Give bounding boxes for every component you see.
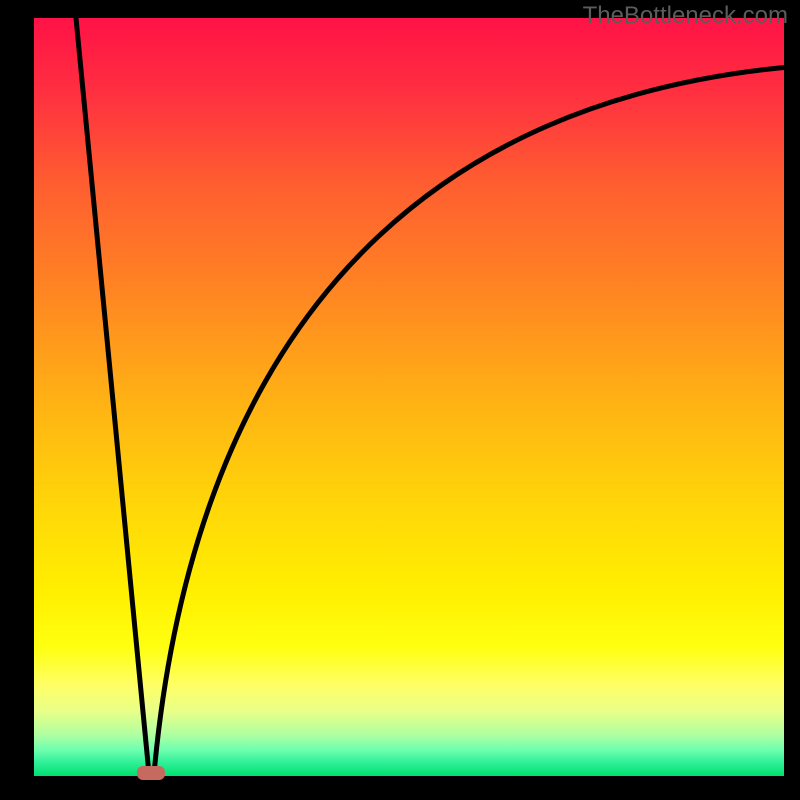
descending-curve xyxy=(76,18,149,774)
curves-layer xyxy=(34,18,784,776)
plot-area xyxy=(34,18,784,776)
ascending-curve xyxy=(154,63,784,774)
watermark-text: TheBottleneck.com xyxy=(583,2,788,30)
bottleneck-marker xyxy=(137,766,165,780)
chart-container: TheBottleneck.com xyxy=(0,0,800,800)
